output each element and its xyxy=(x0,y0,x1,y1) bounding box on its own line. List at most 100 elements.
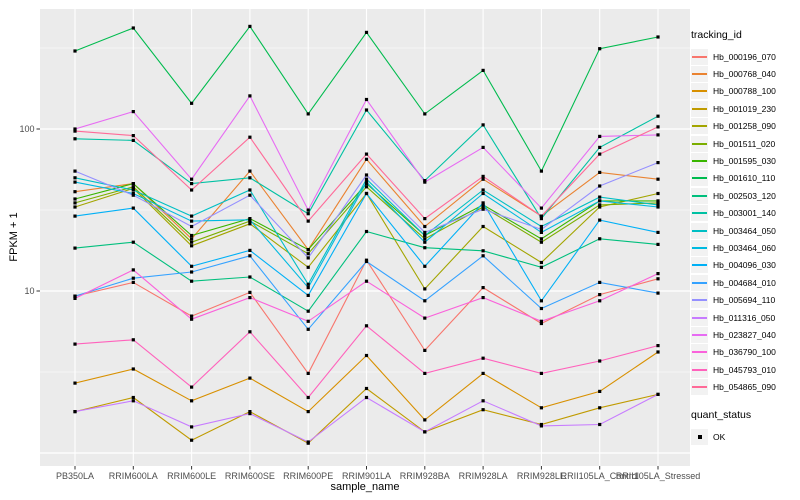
data-point[interactable] xyxy=(73,205,77,209)
data-point[interactable] xyxy=(423,418,427,422)
data-point[interactable] xyxy=(423,112,427,116)
data-point[interactable] xyxy=(306,319,310,323)
data-point[interactable] xyxy=(306,212,310,216)
data-point[interactable] xyxy=(131,193,135,197)
data-point[interactable] xyxy=(131,367,135,371)
data-point[interactable] xyxy=(539,306,543,311)
data-point[interactable] xyxy=(539,265,543,269)
data-point[interactable] xyxy=(306,371,310,375)
data-point[interactable] xyxy=(423,233,427,238)
data-point[interactable] xyxy=(364,259,369,264)
data-point[interactable] xyxy=(539,230,543,234)
data-point[interactable] xyxy=(656,344,660,348)
data-point[interactable] xyxy=(131,110,135,114)
data-point[interactable] xyxy=(364,30,369,34)
data-point[interactable] xyxy=(364,386,369,391)
data-point[interactable] xyxy=(190,188,194,192)
data-point[interactable] xyxy=(423,224,427,229)
data-point[interactable] xyxy=(598,293,602,297)
data-point[interactable] xyxy=(423,237,427,241)
data-point[interactable] xyxy=(306,208,310,212)
data-point[interactable] xyxy=(656,191,660,196)
legend-item-Hb_000196_070[interactable]: Hb_000196_070 xyxy=(691,48,799,65)
data-point[interactable] xyxy=(423,287,427,291)
data-point[interactable] xyxy=(306,410,310,414)
data-point[interactable] xyxy=(190,219,194,223)
legend-item-Hb_000788_100[interactable]: Hb_000788_100 xyxy=(691,83,799,100)
data-point[interactable] xyxy=(539,224,543,229)
data-point[interactable] xyxy=(73,169,77,173)
data-point[interactable] xyxy=(190,214,194,218)
data-point[interactable] xyxy=(306,112,310,116)
data-point[interactable] xyxy=(481,286,485,290)
legend-item-Hb_002503_120[interactable]: Hb_002503_120 xyxy=(691,187,799,204)
data-point[interactable] xyxy=(481,68,485,72)
data-point[interactable] xyxy=(131,191,135,196)
data-point[interactable] xyxy=(598,47,602,51)
data-point[interactable] xyxy=(539,424,543,428)
data-point[interactable] xyxy=(598,170,602,174)
data-point[interactable] xyxy=(481,177,485,181)
legend-item-Hb_023827_040[interactable]: Hb_023827_040 xyxy=(691,326,799,343)
data-point[interactable] xyxy=(656,242,660,246)
data-point[interactable] xyxy=(481,188,485,192)
data-point[interactable] xyxy=(248,135,252,139)
data-point[interactable] xyxy=(656,161,660,165)
data-point[interactable] xyxy=(539,214,543,218)
data-point[interactable] xyxy=(598,195,602,199)
data-point[interactable] xyxy=(73,410,77,414)
data-point[interactable] xyxy=(656,350,660,354)
data-point[interactable] xyxy=(306,219,310,223)
legend-item-ok[interactable]: OK xyxy=(691,428,799,445)
legend-item-Hb_001019_230[interactable]: Hb_001019_230 xyxy=(691,100,799,117)
data-point[interactable] xyxy=(598,218,602,222)
data-point[interactable] xyxy=(539,371,543,375)
data-point[interactable] xyxy=(656,291,660,295)
data-point[interactable] xyxy=(248,410,252,414)
data-point[interactable] xyxy=(364,353,369,358)
data-point[interactable] xyxy=(306,309,310,313)
data-point[interactable] xyxy=(656,177,660,181)
data-point[interactable] xyxy=(190,425,194,429)
data-point[interactable] xyxy=(73,246,77,250)
data-point[interactable] xyxy=(423,348,427,352)
data-point[interactable] xyxy=(131,280,135,284)
data-point[interactable] xyxy=(190,233,194,238)
data-point[interactable] xyxy=(539,406,543,410)
legend-item-Hb_001610_110[interactable]: Hb_001610_110 xyxy=(691,170,799,187)
data-point[interactable] xyxy=(364,324,369,328)
data-point[interactable] xyxy=(190,385,194,389)
data-point[interactable] xyxy=(306,256,310,260)
data-point[interactable] xyxy=(481,356,485,360)
data-point[interactable] xyxy=(598,205,602,209)
data-point[interactable] xyxy=(73,180,77,184)
data-point[interactable] xyxy=(423,240,427,244)
data-point[interactable] xyxy=(539,321,543,326)
legend-item-Hb_004096_030[interactable]: Hb_004096_030 xyxy=(691,257,799,274)
legend-item-Hb_001258_090[interactable]: Hb_001258_090 xyxy=(691,118,799,135)
data-point[interactable] xyxy=(423,371,427,375)
legend-item-Hb_001511_020[interactable]: Hb_001511_020 xyxy=(691,135,799,152)
data-point[interactable] xyxy=(73,214,77,218)
data-point[interactable] xyxy=(131,395,135,400)
data-point[interactable] xyxy=(248,218,252,222)
data-point[interactable] xyxy=(423,264,427,268)
data-point[interactable] xyxy=(539,227,543,231)
data-point[interactable] xyxy=(481,205,485,209)
data-point[interactable] xyxy=(131,268,135,272)
data-point[interactable] xyxy=(131,26,135,30)
data-point[interactable] xyxy=(656,114,660,118)
data-point[interactable] xyxy=(656,133,660,137)
data-point[interactable] xyxy=(539,169,543,173)
data-point[interactable] xyxy=(73,294,77,298)
legend-item-Hb_036790_100[interactable]: Hb_036790_100 xyxy=(691,344,799,361)
data-point[interactable] xyxy=(656,125,660,129)
data-point[interactable] xyxy=(131,338,135,342)
data-point[interactable] xyxy=(364,97,369,102)
data-point[interactable] xyxy=(131,182,135,186)
data-point[interactable] xyxy=(248,248,252,252)
data-point[interactable] xyxy=(539,237,543,241)
data-point[interactable] xyxy=(306,327,310,331)
data-point[interactable] xyxy=(656,272,660,276)
legend-item-Hb_003464_060[interactable]: Hb_003464_060 xyxy=(691,239,799,256)
